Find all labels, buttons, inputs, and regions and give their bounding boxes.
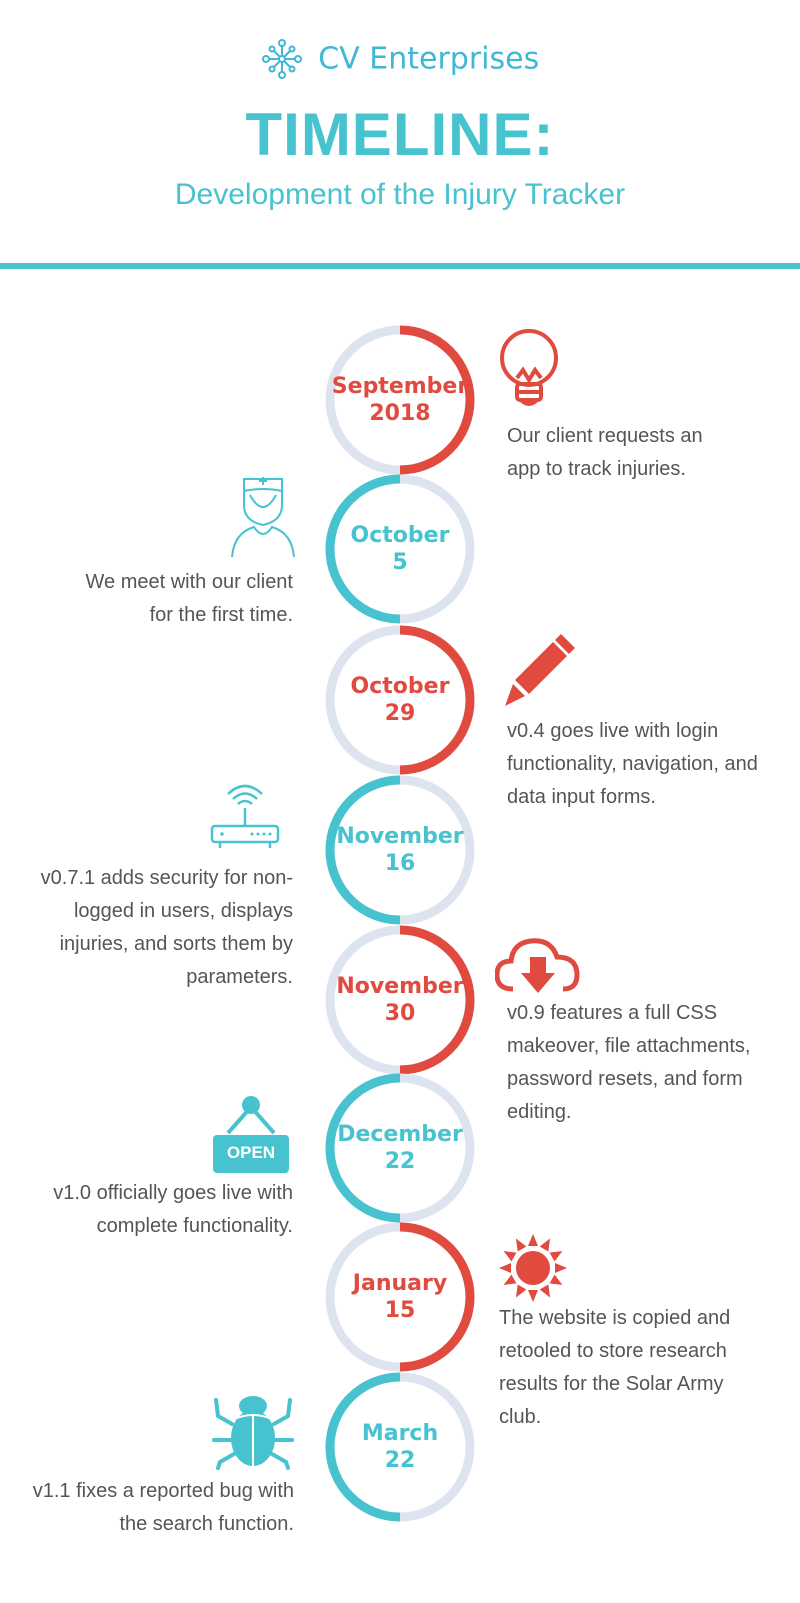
- date-month: September: [331, 374, 469, 399]
- sun-icon: [497, 1232, 569, 1308]
- brand: CV Enterprises: [0, 38, 800, 80]
- event-date: January 15: [352, 1271, 448, 1323]
- cloud-download-icon: [494, 935, 581, 1001]
- page-title: TIMELINE:: [245, 101, 555, 168]
- timeline-node: September 2018: [325, 325, 475, 475]
- ring: [325, 474, 475, 624]
- event-description: v0.7.1 adds security for non-logged in u…: [40, 867, 293, 988]
- network-logo-icon: [261, 39, 302, 79]
- event-description: v0.4 goes live with login functionality, …: [507, 720, 758, 808]
- ring: [325, 1222, 475, 1372]
- event-description: The website is copied and retooled to sto…: [499, 1307, 731, 1428]
- timeline-node: December 22: [325, 1073, 475, 1223]
- header: CV Enterprises TIMELINE: Development of …: [0, 0, 800, 270]
- timeline-node: October 29: [325, 625, 475, 775]
- page-subtitle: Development of the Injury Tracker: [174, 178, 626, 211]
- event-date: October 5: [350, 523, 450, 575]
- timeline-node: November 16: [325, 775, 475, 925]
- header-divider: [0, 263, 800, 269]
- date-day: 2018: [369, 401, 431, 426]
- ring: [325, 325, 475, 475]
- open-sign-label: OPEN: [226, 1143, 276, 1162]
- event-date: December 22: [337, 1122, 463, 1174]
- event-description: v0.9 features a full CSS makeover, file a…: [507, 1002, 751, 1123]
- timeline-node: November 30: [325, 925, 475, 1075]
- event-description: We meet with our client for the first tim…: [85, 571, 294, 626]
- event-description: v1.0 officially goes live with complete f…: [53, 1182, 293, 1237]
- event-date: March 22: [361, 1421, 439, 1473]
- timeline-node: January 15: [325, 1222, 475, 1372]
- event-date: November 30: [336, 974, 464, 1026]
- ring: [325, 775, 475, 925]
- router-icon: [210, 780, 280, 854]
- ring: [325, 1372, 475, 1522]
- timeline-node: March 22: [325, 1372, 475, 1522]
- bug-icon: [210, 1390, 296, 1474]
- pencil-icon: [503, 632, 579, 712]
- event-date: November 16: [336, 824, 464, 876]
- event-date: October 29: [350, 674, 450, 726]
- ring: [325, 1073, 475, 1223]
- ring: [325, 625, 475, 775]
- ring: [325, 925, 475, 1075]
- event-description: v1.1 fixes a reported bug with the search…: [32, 1480, 294, 1535]
- event-date: September 2018: [325, 325, 475, 475]
- open-sign-icon: OPEN: [212, 1095, 290, 1179]
- event-description: Our client requests an app to track injur…: [507, 425, 703, 480]
- brand-name: CV Enterprises: [318, 41, 540, 77]
- lightbulb-icon: [497, 328, 561, 416]
- nurse-icon: [230, 475, 296, 563]
- timeline-node: October 5: [325, 474, 475, 624]
